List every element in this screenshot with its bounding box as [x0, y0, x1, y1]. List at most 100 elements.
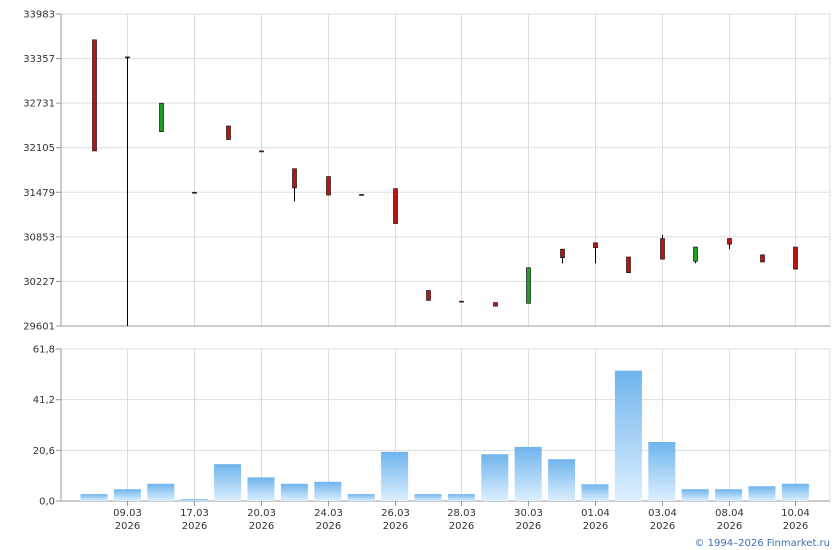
- x-tick-label-date: 09.03: [113, 508, 142, 519]
- price-y-tick-label: 33357: [23, 54, 55, 65]
- candle-body: [560, 248, 565, 259]
- volume-bar: [715, 489, 743, 501]
- volume-bar: [748, 486, 776, 501]
- candle-body: [259, 150, 264, 153]
- volume-bar: [648, 441, 676, 501]
- volume-y-axis: 0,0 20,6 41,2 61,8: [33, 345, 830, 508]
- candle: [326, 176, 331, 196]
- x-axis: 09.03 2026 17.03 2026 20.03 2026 24.03 2026 26.0…: [113, 501, 810, 532]
- x-tick-label-date: 01.04: [581, 508, 610, 519]
- volume-bar: [447, 494, 475, 501]
- candle: [359, 194, 364, 196]
- volume-bar: [781, 483, 809, 501]
- candle: [526, 267, 531, 304]
- x-tick-label-date: 20.03: [247, 508, 276, 519]
- volume-bar: [180, 499, 208, 501]
- price-y-tick-label: 29601: [23, 322, 55, 333]
- x-tick-label-year: 2026: [783, 521, 808, 532]
- x-tick-label-year: 2026: [383, 521, 408, 532]
- x-tick-label-year: 2026: [583, 521, 608, 532]
- candle: [493, 302, 498, 307]
- volume-y-tick-label: 20,6: [33, 446, 55, 457]
- volume-bar: [113, 489, 141, 501]
- volume-bar: [147, 483, 175, 501]
- price-y-axis: 29601 30227 30853 31479 32105 32731 33357 33983: [23, 10, 830, 333]
- candle: [727, 238, 732, 250]
- candle-body: [526, 267, 531, 304]
- volume-panel: 0,0 20,6 41,2 61,8 09.03 2026 17.03 2026 20.03 2…: [33, 345, 831, 532]
- candle-body: [226, 125, 231, 140]
- x-tick-label-year: 2026: [449, 521, 474, 532]
- candles: [92, 39, 798, 326]
- candle-body: [493, 302, 498, 307]
- volume-bar: [347, 494, 375, 501]
- volume-bar: [214, 464, 242, 501]
- x-tick-label-date: 24.03: [314, 508, 343, 519]
- volume-bar: [381, 451, 409, 501]
- x-tick-label-date: 26.03: [381, 508, 410, 519]
- volume-bar: [581, 484, 609, 501]
- x-tick-label-year: 2026: [182, 521, 207, 532]
- candle: [92, 39, 97, 152]
- candle: [125, 56, 130, 326]
- x-tick-label-year: 2026: [115, 521, 140, 532]
- candle-body: [693, 246, 698, 262]
- volume-bar: [280, 483, 308, 501]
- candle-body: [92, 39, 97, 152]
- volume-bar: [548, 459, 576, 501]
- candle: [760, 254, 765, 263]
- candle: [192, 191, 197, 194]
- candle: [226, 125, 231, 140]
- volume-bar: [414, 494, 442, 501]
- x-tick-label-year: 2026: [316, 521, 341, 532]
- volume-plot-frame: [60, 348, 831, 502]
- candle-body: [727, 238, 732, 245]
- x-tick-label-year: 2026: [717, 521, 742, 532]
- price-y-tick-label: 32731: [23, 99, 55, 110]
- volume-y-tick-label: 0,0: [39, 497, 55, 508]
- volume-bar: [481, 454, 509, 501]
- x-tick-label-date: 17.03: [180, 508, 209, 519]
- x-tick-label-year: 2026: [650, 521, 675, 532]
- candle: [660, 234, 665, 260]
- candle-body: [159, 102, 164, 132]
- price-y-tick-label: 33983: [23, 10, 55, 21]
- candle: [593, 242, 598, 264]
- candle-body: [393, 188, 398, 224]
- copyright-text: © 1994–2026 Finmarket.ru: [694, 538, 830, 549]
- x-tick-label-date: 10.04: [781, 508, 810, 519]
- price-plot-frame: [60, 13, 831, 327]
- candle: [560, 248, 565, 264]
- volume-bar: [80, 494, 108, 501]
- price-y-tick-label: 32105: [23, 143, 55, 154]
- price-y-tick-label: 31479: [23, 188, 55, 199]
- volume-bar: [314, 481, 342, 501]
- volume-y-tick-label: 61,8: [33, 345, 55, 356]
- candle-body: [626, 256, 631, 273]
- x-tick-label-date: 03.04: [648, 508, 677, 519]
- candle-body: [426, 290, 431, 301]
- candle-body: [125, 56, 130, 59]
- candle-body: [192, 191, 197, 194]
- candle-body: [359, 194, 364, 196]
- candle: [292, 168, 297, 202]
- volume-y-tick-label: 41,2: [33, 395, 55, 406]
- x-tick-label-date: 28.03: [447, 508, 476, 519]
- price-y-tick-label: 30227: [23, 277, 55, 288]
- candle: [393, 188, 398, 224]
- x-tick-label-year: 2026: [516, 521, 541, 532]
- candle: [259, 150, 264, 153]
- candle: [159, 102, 164, 132]
- candle-body: [326, 176, 331, 196]
- volume-bars: [80, 370, 809, 501]
- x-tick-label-year: 2026: [249, 521, 274, 532]
- candle: [426, 290, 431, 301]
- candle: [459, 300, 464, 303]
- volume-bar: [681, 489, 709, 501]
- candle: [626, 256, 631, 273]
- candle: [793, 246, 798, 270]
- volume-bar: [614, 370, 642, 501]
- candle-body: [593, 242, 598, 249]
- price-grid: [60, 13, 831, 327]
